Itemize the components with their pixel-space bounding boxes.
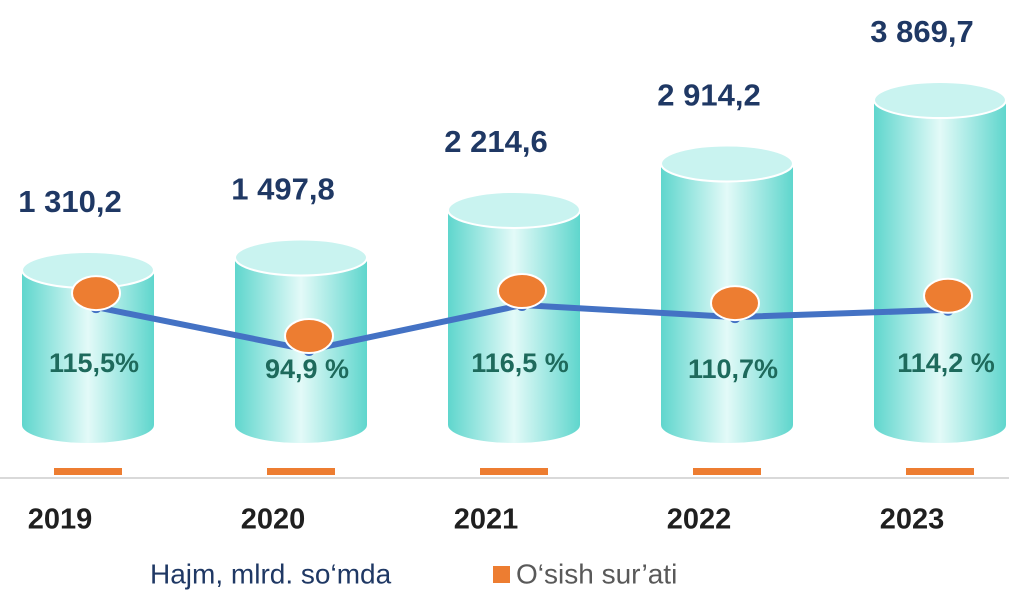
legend-label: Hajm, mlrd. so‘mda [150,558,392,589]
x-tick-label: 2019 [28,504,93,536]
value-label: 115,5% [49,348,139,378]
bar-top [447,190,581,229]
legend-swatch [493,566,510,583]
value-label: 1 310,2 [18,184,121,219]
x-tick-label: 2022 [667,504,732,536]
value-label: 2 214,6 [444,124,547,159]
value-label: 114,2 % [897,348,995,378]
value-label: 3 869,7 [870,14,973,49]
decoration [54,468,122,475]
x-tick-label: 2021 [454,504,519,536]
bar-top [660,144,794,183]
x-tick-label: 2023 [880,504,945,536]
bar-top [234,238,368,277]
value-label: 1 497,8 [231,172,334,207]
legend-label: O‘sish sur’ati [516,558,677,589]
value-label: 116,5 % [471,348,569,378]
bar [874,100,1006,444]
value-label: 2 914,2 [657,78,760,113]
point-marker [923,277,973,314]
bar-top [873,81,1007,120]
point-marker [710,285,760,322]
point-marker [71,275,121,312]
decoration [906,468,974,475]
decoration [267,468,335,475]
decoration [480,468,548,475]
x-tick-label: 2020 [241,504,306,536]
decoration [693,468,761,475]
point-marker [497,273,547,309]
point-marker [284,318,334,354]
value-label: 94,9 % [265,354,349,384]
bar [448,209,580,443]
value-label: 110,7% [688,354,778,384]
